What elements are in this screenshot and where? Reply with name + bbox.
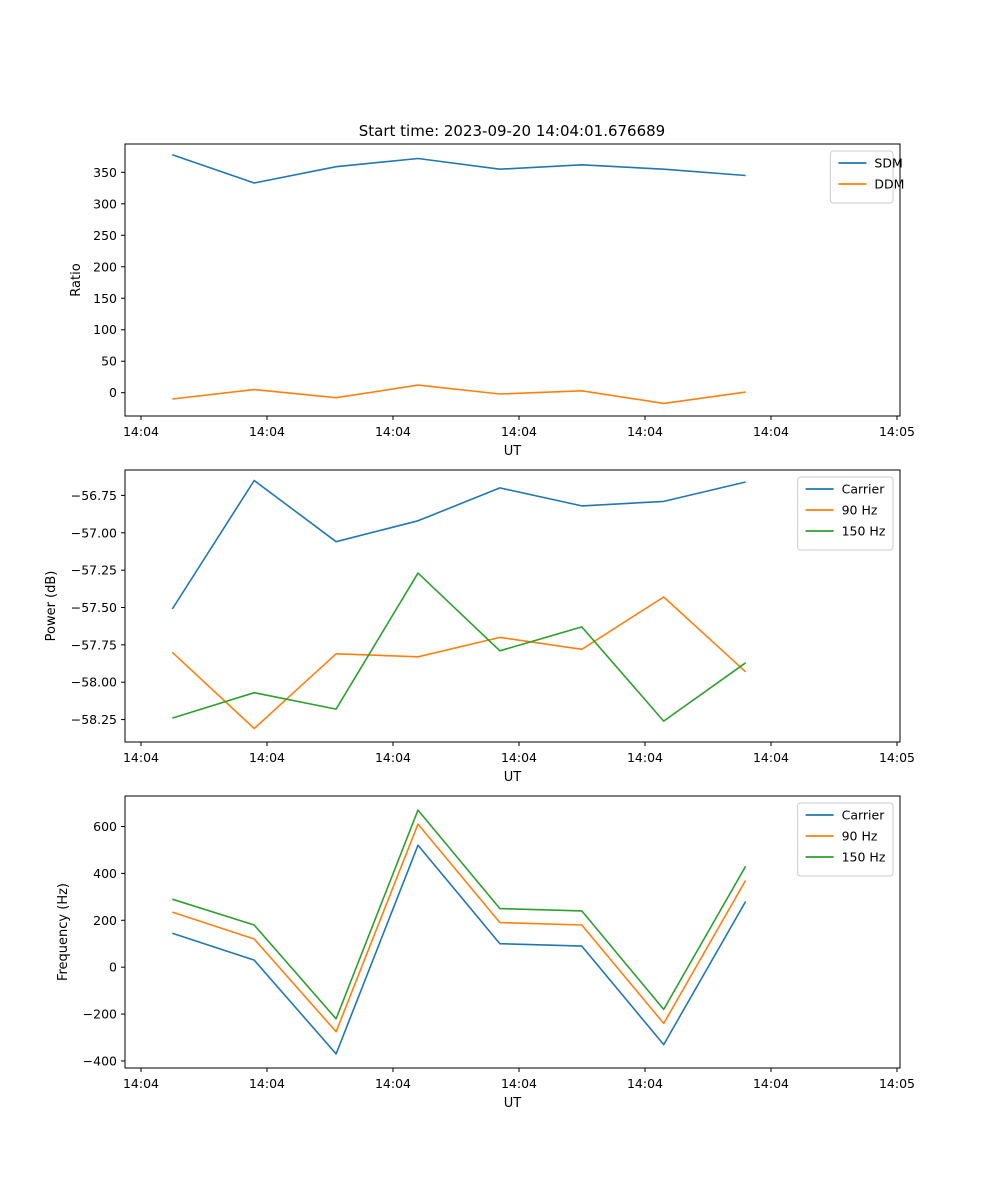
y-tick-label: 300 [93,196,117,211]
legend-label: Carrier [842,808,886,823]
legend-box [829,150,894,204]
y-tick-label: 0 [109,385,117,400]
x-tick-label: 14:04 [501,424,537,439]
series-line-carrier [171,479,746,610]
y-tick-label: −56.75 [71,488,117,503]
x-axis-label: UT [504,1096,522,1111]
chart-panel-2: 14:04 14:04 14:04 14:04 14:04 14:04 14:05 UT −58… [44,469,915,785]
x-tick-label: 14:04 [753,1076,789,1091]
legend-label: 150 Hz [842,524,886,539]
legend-label: 90 Hz [842,829,878,844]
y-tick-label: 100 [93,322,117,337]
y-tick-label: −58.00 [71,675,117,690]
y-tick-label: −57.50 [71,600,117,615]
legend-label: Carrier [842,482,886,497]
y-tick-label: −57.00 [71,525,117,540]
y-tick-label: −57.25 [71,563,117,578]
x-tick-label: 14:05 [879,424,915,439]
x-tick-label: 14:04 [375,1076,411,1091]
y-tick-label: 350 [93,165,117,180]
legend-label: 150 Hz [842,850,886,865]
y-axis-label: Power (dB) [44,571,59,642]
x-tick-label: 14:04 [375,750,411,765]
y-tick-label: −400 [83,1053,117,1068]
figure-title: Start time: 2023-09-20 14:04:01.676689 [359,122,665,140]
x-tick-label: 14:04 [753,424,789,439]
y-tick-label: 200 [93,259,117,274]
y-axis-label: Ratio [69,263,84,296]
legend-label: SDM [874,156,902,171]
series-line-150-hz [172,809,747,1020]
x-tick-label: 14:04 [501,750,537,765]
chart-panel-1: 14:04 14:04 14:04 14:04 14:04 14:04 14:05 UT 0 50… [69,143,915,459]
x-tick-label: 14:04 [123,1076,159,1091]
y-tick-label: 150 [93,291,117,306]
legend: Carrier 90 Hz 150 Hz [797,476,894,551]
y-tick-label: −200 [83,1007,117,1022]
x-tick-label: 14:04 [627,750,663,765]
y-tick-label: 0 [109,960,117,975]
chart-panel-3: 14:04 14:04 14:04 14:04 14:04 14:04 14:05 UT −40… [56,795,915,1111]
y-tick-label: 400 [93,866,117,881]
y-tick-label: −57.75 [71,637,117,652]
x-tick-label: 14:04 [627,1076,663,1091]
y-tick-label: 600 [93,819,117,834]
x-axis-label: UT [504,770,522,785]
plot-frame [124,469,901,743]
series-line-90-hz [172,823,747,1033]
series-line-carrier [172,844,747,1055]
legend: SDM DDM [829,150,904,204]
y-tick-label: −58.25 [71,712,117,727]
x-tick-label: 14:04 [249,750,285,765]
x-axis-label: UT [504,444,522,459]
y-tick-label: 250 [93,228,117,243]
x-tick-label: 14:04 [249,424,285,439]
legend-label: 90 Hz [842,503,878,518]
x-tick-label: 14:04 [123,750,159,765]
legend-label: DDM [874,177,904,192]
x-tick-label: 14:04 [501,1076,537,1091]
y-tick-label: 50 [101,354,117,369]
x-tick-label: 14:04 [123,424,159,439]
x-tick-label: 14:05 [879,1076,915,1091]
series-line-90-hz [171,596,747,730]
x-tick-label: 14:04 [753,750,789,765]
series-line-ddm [172,384,746,405]
legend: Carrier 90 Hz 150 Hz [797,802,894,877]
x-tick-label: 14:04 [375,424,411,439]
x-tick-label: 14:05 [879,750,915,765]
y-axis-label: Frequency (Hz) [56,883,71,981]
plot-frame [124,795,901,1069]
x-tick-label: 14:04 [627,424,663,439]
series-line-150-hz [172,572,747,722]
y-tick-label: 200 [93,913,117,928]
x-tick-label: 14:04 [249,1076,285,1091]
series-line-sdm [172,153,746,184]
plot-frame [124,143,901,417]
